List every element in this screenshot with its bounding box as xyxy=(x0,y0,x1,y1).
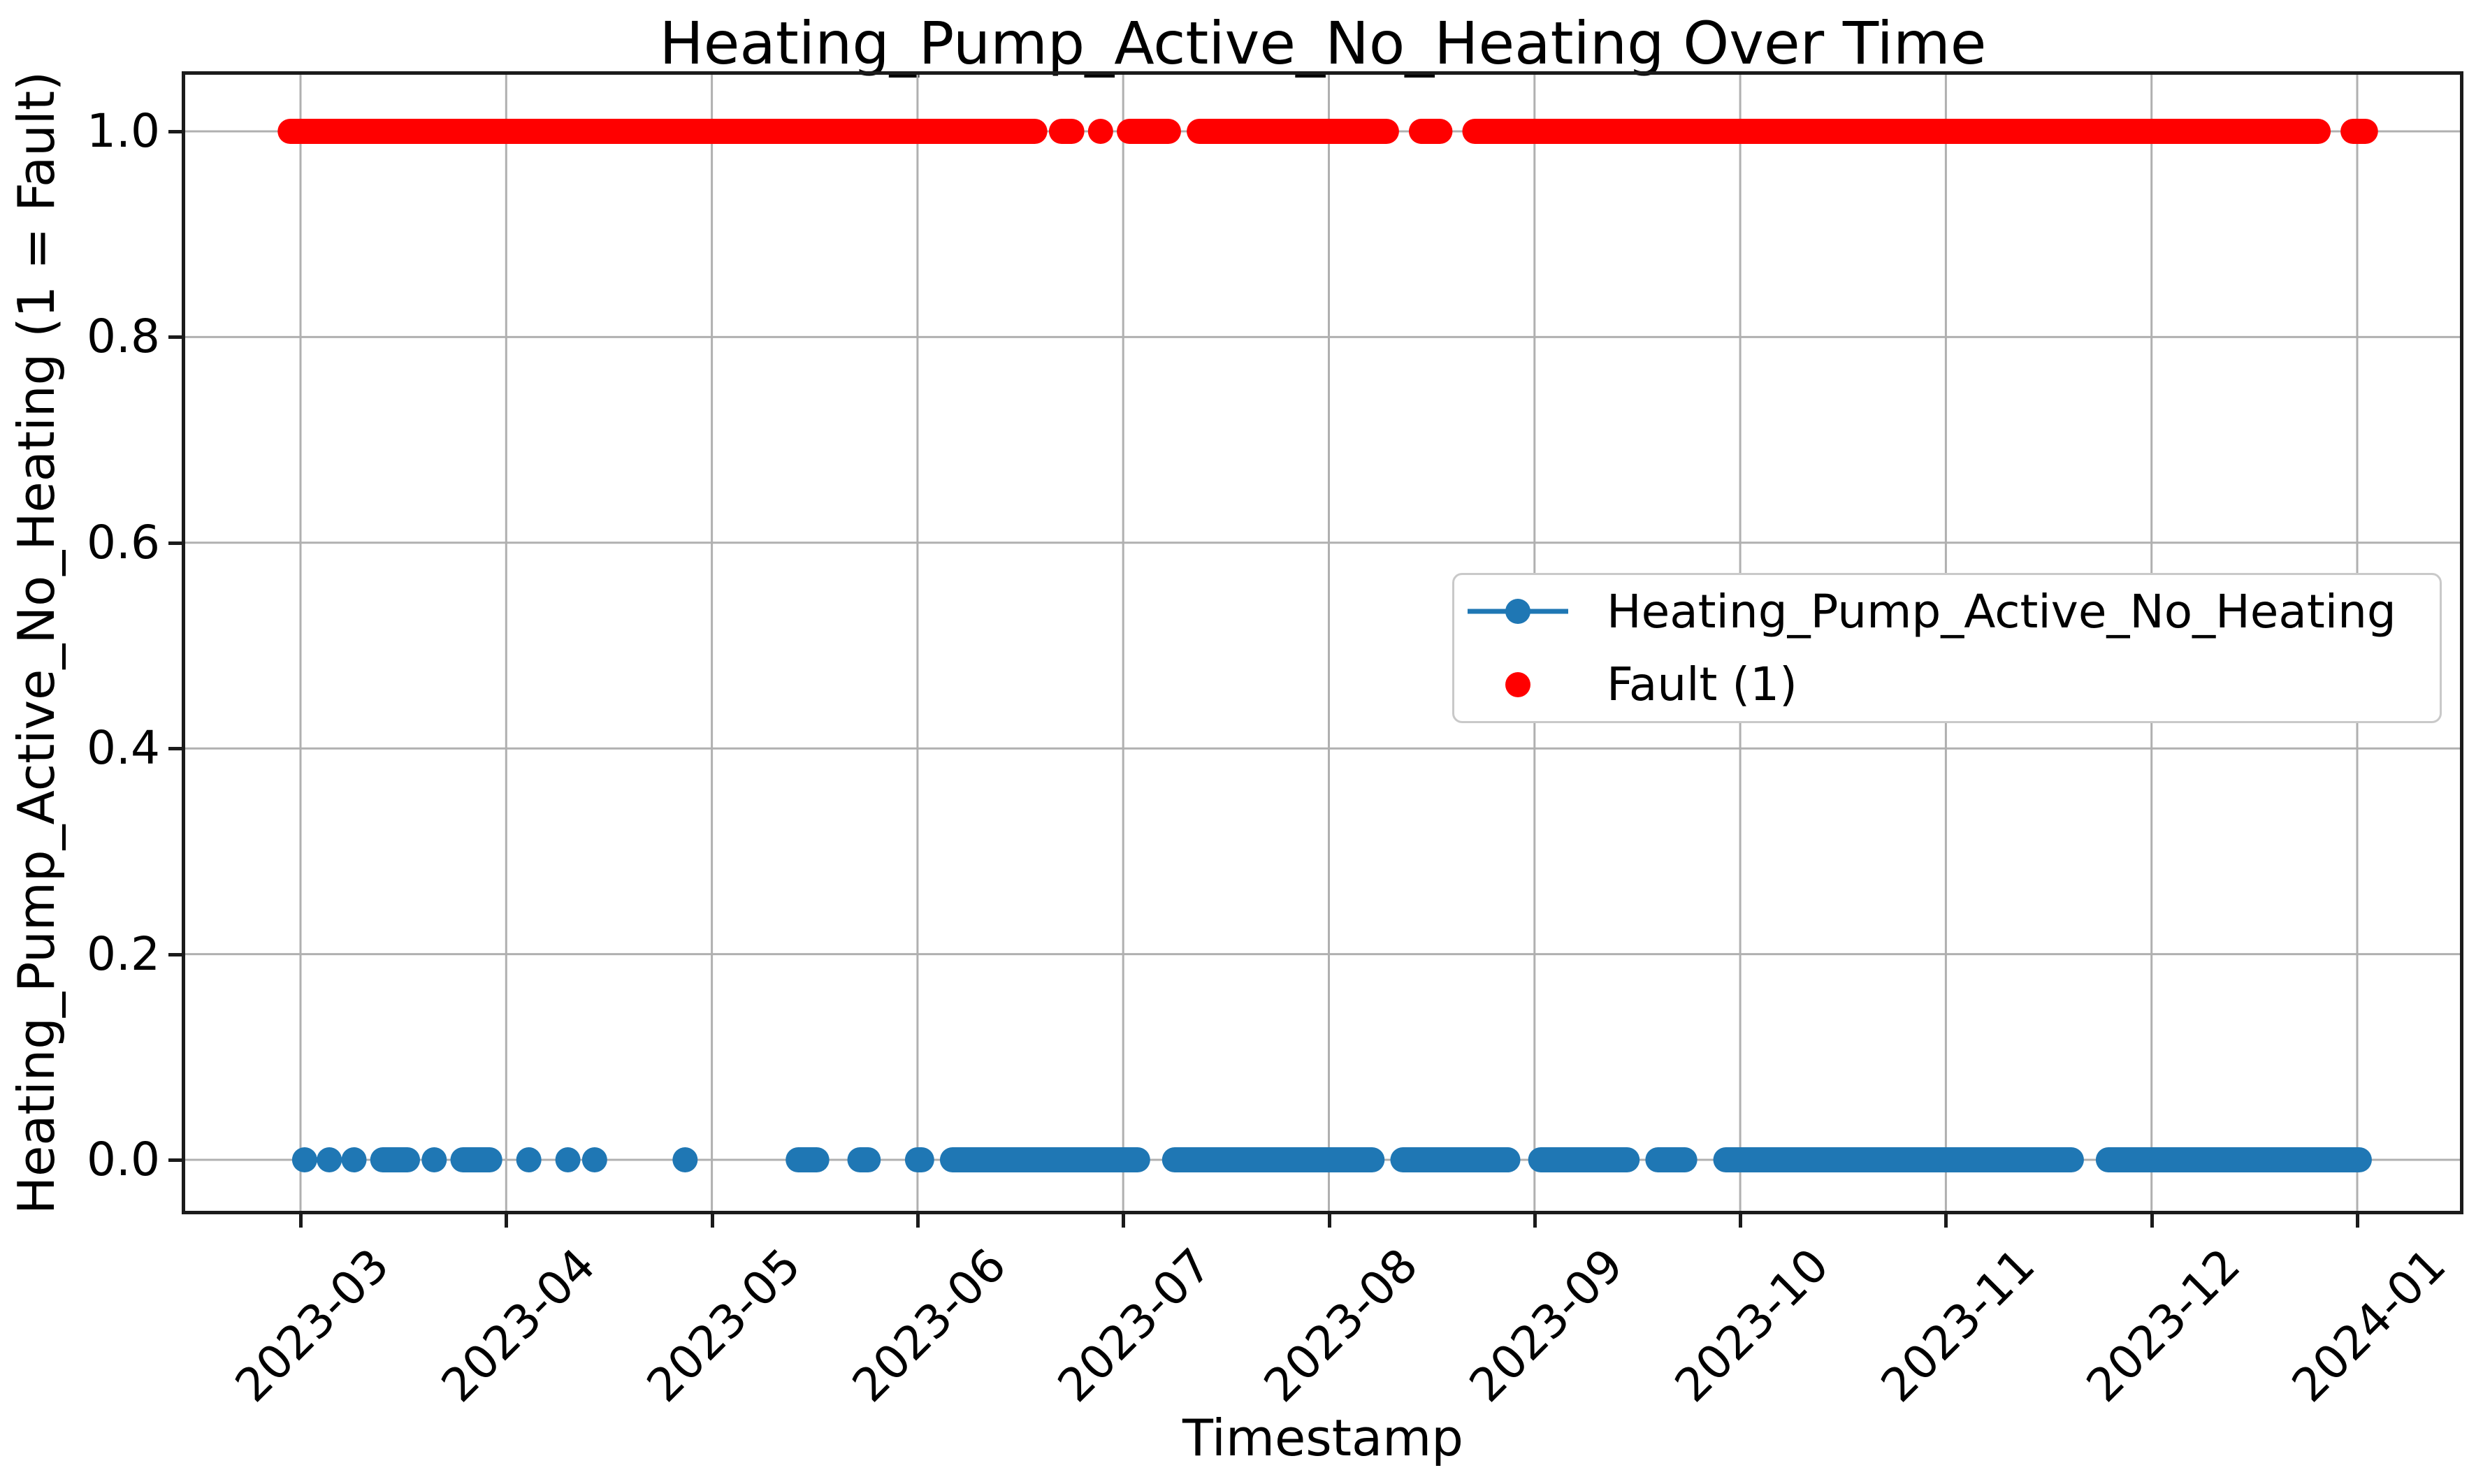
data-points-heating-pump xyxy=(1713,1147,2084,1172)
data-points-heating-pump xyxy=(516,1147,542,1172)
data-points-heating-pump xyxy=(341,1147,367,1172)
data-points-heating-pump xyxy=(370,1147,421,1172)
legend: Heating_Pump_Active_No_Heating Fault (1) xyxy=(1452,573,2442,723)
x-tick-mark xyxy=(1327,1214,1331,1228)
data-points-heating-pump xyxy=(291,1147,317,1172)
data-points-heating-pump xyxy=(421,1147,447,1172)
data-points-heating-pump xyxy=(1528,1147,1640,1172)
x-tick-mark xyxy=(1122,1214,1126,1228)
legend-label-fault: Fault (1) xyxy=(1607,657,1797,712)
data-points-fault xyxy=(1087,119,1113,144)
data-points-heating-pump xyxy=(672,1147,698,1172)
x-axis-label: Timestamp xyxy=(1182,1409,1463,1467)
x-tick-mark xyxy=(915,1214,920,1228)
x-tick-mark xyxy=(1944,1214,1948,1228)
x-tick-label-text: 2023-04 xyxy=(430,1238,605,1413)
y-tick-label: 0.2 xyxy=(87,926,160,981)
x-tick-label-text: 2023-09 xyxy=(1458,1238,1634,1413)
y-tick-mark xyxy=(168,952,182,956)
x-tick-mark xyxy=(299,1214,303,1228)
y-tick-label: 0.0 xyxy=(87,1133,160,1186)
x-tick-mark xyxy=(505,1214,509,1228)
plot-area xyxy=(185,75,2460,1211)
legend-label-heating-pump: Heating_Pump_Active_No_Heating xyxy=(1607,584,2396,639)
data-points-heating-pump xyxy=(904,1147,934,1172)
data-points-heating-pump xyxy=(1645,1147,1697,1172)
x-tick-mark xyxy=(2150,1214,2154,1228)
data-points-fault xyxy=(1048,119,1085,144)
y-axis-label: Heating_Pump_Active_No_Heating (1 = Faul… xyxy=(7,71,66,1215)
data-points-fault xyxy=(277,119,1048,144)
x-tick-label-text: 2023-08 xyxy=(1253,1238,1428,1413)
legend-entry-fault: Fault (1) xyxy=(1465,648,2419,722)
data-points-heating-pump xyxy=(581,1147,607,1172)
y-tick-label: 0.8 xyxy=(87,310,160,364)
x-tick-label-text: 2023-10 xyxy=(1665,1238,1839,1413)
data-points-heating-pump xyxy=(2095,1147,2372,1172)
y-tick-mark xyxy=(168,1158,182,1162)
data-points-heating-pump xyxy=(555,1147,581,1172)
line-circle-marker-icon xyxy=(1468,599,1568,625)
data-points-fault xyxy=(1462,119,2331,144)
data-points-fault xyxy=(2340,119,2378,144)
x-tick-label-text: 2023-03 xyxy=(225,1238,400,1413)
x-tick-label-text: 2024-01 xyxy=(2282,1238,2456,1413)
data-points-fault xyxy=(1187,119,1399,144)
legend-entry-heating-pump: Heating_Pump_Active_No_Heating xyxy=(1465,575,2419,648)
data-points-heating-pump xyxy=(317,1147,342,1172)
data-points-heating-pump xyxy=(847,1147,881,1172)
data-points-heating-pump xyxy=(450,1147,502,1172)
x-tick-label-text: 2023-12 xyxy=(2076,1238,2251,1413)
x-tick-mark xyxy=(710,1214,714,1228)
x-tick-label-text: 2023-07 xyxy=(1048,1238,1222,1413)
x-tick-label-text: 2023-06 xyxy=(842,1238,1017,1413)
x-tick-mark xyxy=(2356,1214,2359,1228)
data-points-heating-pump xyxy=(1390,1147,1521,1172)
x-tick-mark xyxy=(1533,1214,1537,1228)
x-tick-mark xyxy=(1739,1214,1743,1228)
data-points-heating-pump xyxy=(1161,1147,1385,1172)
dot-marker-icon xyxy=(1505,671,1530,697)
y-tick-mark xyxy=(168,335,182,340)
data-points-fault xyxy=(1117,119,1181,144)
x-tick-label-text: 2023-11 xyxy=(1870,1238,2046,1413)
y-tick-mark xyxy=(168,747,182,751)
y-tick-mark xyxy=(168,130,182,133)
y-tick-label: 0.4 xyxy=(87,721,160,776)
y-tick-label: 0.6 xyxy=(87,515,160,569)
y-tick-mark xyxy=(168,541,182,545)
x-tick-label-text: 2023-05 xyxy=(636,1238,811,1413)
data-points-heating-pump xyxy=(939,1147,1150,1172)
chart-title: Heating_Pump_Active_No_Heating Over Time xyxy=(659,9,1987,78)
data-points-heating-pump xyxy=(786,1147,830,1172)
data-points-fault xyxy=(1408,119,1453,144)
y-tick-label: 1.0 xyxy=(87,104,160,158)
plot-canvas xyxy=(185,75,2460,1211)
